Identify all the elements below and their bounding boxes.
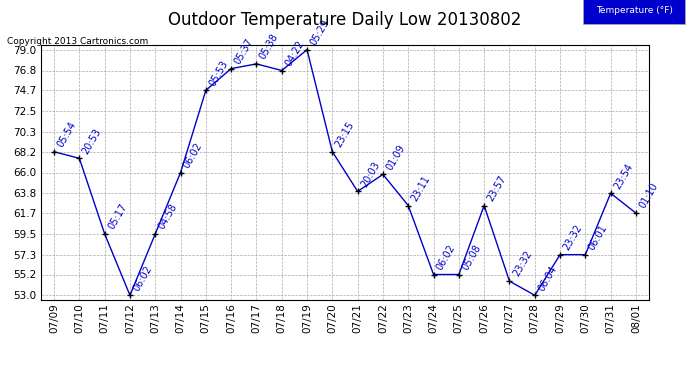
Text: 20:53: 20:53: [81, 126, 104, 156]
Text: 05:54: 05:54: [55, 120, 78, 149]
Text: 05:08: 05:08: [460, 243, 483, 272]
Text: 06:01: 06:01: [586, 223, 609, 252]
Text: 05:38: 05:38: [258, 32, 280, 61]
Text: 05:53: 05:53: [207, 58, 230, 87]
Text: 04:58: 04:58: [157, 202, 179, 231]
Text: 05:37: 05:37: [233, 37, 255, 66]
Text: 20:03: 20:03: [359, 159, 382, 189]
Text: Copyright 2013 Cartronics.com: Copyright 2013 Cartronics.com: [7, 38, 148, 46]
Text: 04:22: 04:22: [283, 39, 306, 68]
Text: 23:11: 23:11: [410, 174, 432, 203]
Text: 23:15: 23:15: [334, 120, 357, 149]
Text: 23:32: 23:32: [562, 223, 584, 252]
Text: 23:54: 23:54: [612, 161, 635, 190]
Text: 05:29: 05:29: [308, 18, 331, 47]
Text: 06:02: 06:02: [131, 263, 154, 292]
Text: 01:10: 01:10: [638, 181, 660, 210]
Text: Outdoor Temperature Daily Low 20130802: Outdoor Temperature Daily Low 20130802: [168, 11, 522, 29]
Text: Temperature (°F): Temperature (°F): [595, 6, 673, 15]
Text: 05:17: 05:17: [106, 202, 129, 231]
Text: 23:32: 23:32: [511, 249, 533, 278]
Text: 23:57: 23:57: [486, 173, 509, 203]
Text: 06:02: 06:02: [182, 141, 204, 170]
Text: 01:09: 01:09: [384, 142, 407, 172]
Text: 06:02: 06:02: [435, 243, 457, 272]
Text: 06:04: 06:04: [536, 264, 559, 292]
